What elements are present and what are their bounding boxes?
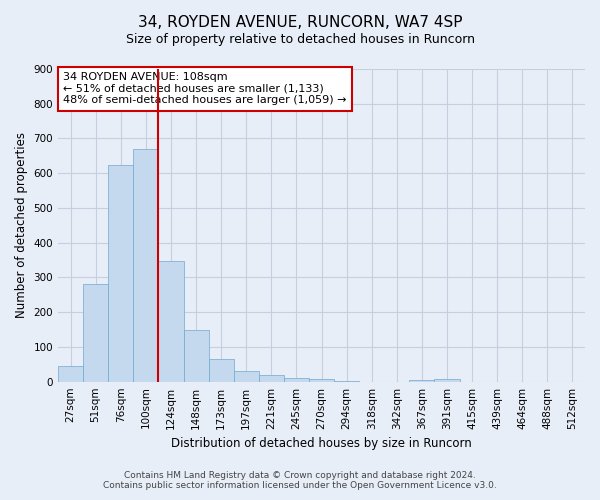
Bar [158,261,184,382]
Text: 34, ROYDEN AVENUE, RUNCORN, WA7 4SP: 34, ROYDEN AVENUE, RUNCORN, WA7 4SP [138,15,462,30]
Bar [58,366,83,382]
Bar [309,379,334,382]
Bar [209,359,233,382]
Bar [133,149,158,382]
Text: 34 ROYDEN AVENUE: 108sqm
← 51% of detached houses are smaller (1,133)
48% of sem: 34 ROYDEN AVENUE: 108sqm ← 51% of detach… [64,72,347,106]
Bar [434,379,460,382]
Y-axis label: Number of detached properties: Number of detached properties [15,132,28,318]
Bar [83,284,108,382]
Bar [334,380,359,382]
Bar [284,378,309,382]
X-axis label: Distribution of detached houses by size in Runcorn: Distribution of detached houses by size … [171,437,472,450]
Bar [233,370,259,382]
Bar [108,164,133,382]
Bar [184,330,209,382]
Text: Contains HM Land Registry data © Crown copyright and database right 2024.
Contai: Contains HM Land Registry data © Crown c… [103,470,497,490]
Bar [409,380,434,382]
Bar [259,376,284,382]
Text: Size of property relative to detached houses in Runcorn: Size of property relative to detached ho… [125,32,475,46]
